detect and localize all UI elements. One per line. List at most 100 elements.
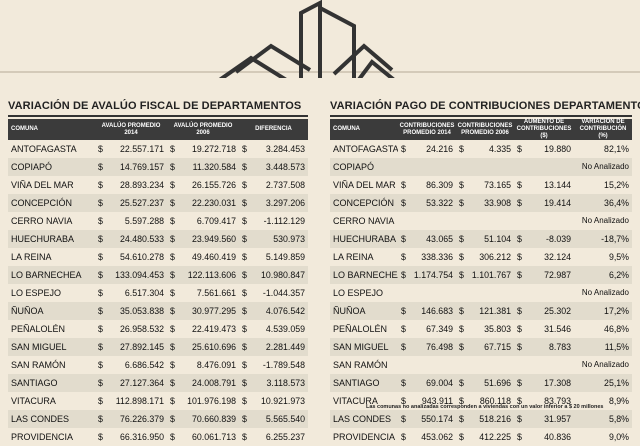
diferencia-cell: $3.118.573	[239, 374, 308, 392]
currency-sign: $	[170, 198, 175, 208]
comuna-cell: Lo Barnechea	[8, 266, 95, 284]
avaluo-2006-cell: $23.949.560	[167, 230, 239, 248]
comuna-cell: Concepción	[8, 194, 95, 212]
variacion-cell: 9,0%	[608, 432, 629, 442]
currency-sign: $	[242, 396, 247, 406]
table-row: San Ramón No Analizado	[330, 356, 632, 374]
avaluo-2014-cell: $66.316.950	[95, 428, 167, 446]
empty-cell	[398, 212, 456, 230]
contribuciones-2006-cell-value: 306.212	[479, 252, 511, 262]
avaluo-2006-cell-value: 26.155.726	[191, 180, 236, 190]
avaluo-2014-cell-value: 14.769.157	[119, 162, 164, 172]
avaluo-2006-cell: $70.660.839	[167, 410, 239, 428]
avaluo-table: COMUNA AVALÚO PROMEDIO 2014 AVALÚO PROME…	[8, 119, 308, 446]
avaluo-2014-cell: $14.769.157	[95, 158, 167, 176]
diferencia-cell-value: 2.737.508	[265, 180, 305, 190]
aumento-cell-value: 8.783	[548, 342, 571, 352]
comuna-cell: Huechuraba	[330, 230, 398, 248]
contribuciones-2014-cell-value: 338.336	[421, 252, 453, 262]
aumento-cell-value: -8.039	[546, 234, 571, 244]
aumento-cell-value: 13.144	[544, 180, 571, 190]
avaluo-2014-cell: $27.127.364	[95, 374, 167, 392]
header-contribuciones-2014: CONTRIBUCIONES PROMEDIO 2014	[398, 119, 456, 140]
contribuciones-2014-cell: $43.065	[398, 230, 456, 248]
diferencia-cell: $6.255.237	[239, 428, 308, 446]
empty-cell	[398, 284, 456, 302]
table-row: San Ramón $6.686.542 $8.476.091 $ -1.789.548	[8, 356, 308, 374]
diferencia-cell: $3.448.573	[239, 158, 308, 176]
currency-sign: $	[170, 324, 175, 334]
avaluo-2014-cell-value: 66.316.950	[119, 432, 164, 442]
avaluo-2014-cell: $25.527.237	[95, 194, 167, 212]
footnote: Las comunas no analizadas corresponden a…	[366, 404, 604, 410]
contribuciones-2014-cell-value: 453.062	[421, 432, 453, 442]
variacion-cell: 8,9%	[608, 396, 629, 406]
currency-sign: $	[401, 234, 406, 244]
currency-sign: $	[98, 198, 103, 208]
currency-sign: $	[517, 306, 522, 316]
currency-sign: $	[401, 144, 406, 154]
contribuciones-2014-cell: $69.004	[398, 374, 456, 392]
currency-sign: $	[401, 432, 406, 442]
currency-sign: $	[517, 396, 522, 406]
currency-sign: $	[98, 324, 103, 334]
contribuciones-2014-cell-value: 43.065	[426, 234, 453, 244]
comuna-cell: Copiapó	[330, 158, 398, 176]
currency-sign: $	[170, 252, 175, 262]
currency-sign: $	[459, 198, 464, 208]
currency-sign: $	[459, 324, 464, 334]
table-row: Concepción $53.322 $33.908 $19.414 36,4%	[330, 194, 632, 212]
right-table-title: VARIACIÓN PAGO DE CONTRIBUCIONES DEPARTA…	[330, 100, 640, 112]
currency-sign: $	[459, 432, 464, 442]
currency-sign: $	[459, 252, 464, 262]
no-analizado-cell: No Analizado	[581, 216, 629, 225]
empty-cell	[456, 158, 514, 176]
diferencia-cell: $5.565.540	[239, 410, 308, 428]
diferencia-cell: $2.281.449	[239, 338, 308, 356]
table-row: Providencia $66.316.950 $60.061.713 $6.255.…	[8, 428, 308, 446]
contribuciones-2006-cell-value: 412.225	[479, 432, 511, 442]
avaluo-2014-cell-value: 24.480.533	[119, 234, 164, 244]
header-diferencia: DIFERENCIA	[239, 119, 308, 140]
table-row: Providencia $453.062 $412.225 $40.836 9,0%	[330, 428, 632, 446]
comuna-cell: San Ramón	[11, 360, 66, 370]
avaluo-2014-cell-value: 6.517.304	[124, 288, 164, 298]
avaluo-2006-cell: $22.419.473	[167, 320, 239, 338]
currency-sign: $	[170, 234, 175, 244]
empty-cell	[398, 356, 456, 374]
contribuciones-2006-cell: $67.715	[456, 338, 514, 356]
table-row: Peñalolén $67.349 $35.803 $31.546 46,8%	[330, 320, 632, 338]
avaluo-2014-cell: $24.480.533	[95, 230, 167, 248]
avaluo-2006-cell-value: 7.561.661	[196, 288, 236, 298]
avaluo-2006-cell: $25.610.696	[167, 338, 239, 356]
empty-cell	[514, 212, 574, 230]
diferencia-cell-value: 3.297.206	[265, 198, 305, 208]
avaluo-2014-cell: $6.517.304	[95, 284, 167, 302]
comuna-cell: Copiapó	[8, 158, 95, 176]
aumento-cell: $13.144	[514, 176, 574, 194]
contribuciones-2006-cell: $121.381	[456, 302, 514, 320]
avaluo-header-row: COMUNA AVALÚO PROMEDIO 2014 AVALÚO PROME…	[8, 119, 308, 140]
variacion-cell: 15,2%	[604, 180, 629, 190]
avaluo-2014-cell-value: 6.686.542	[124, 360, 164, 370]
table-row: Cerro Navia $5.597.288 $6.709.417 $ -1.112.1…	[8, 212, 308, 230]
header-avaluo-2006: AVALÚO PROMEDIO 2006	[167, 119, 239, 140]
comuna-cell: San Miguel	[8, 338, 95, 356]
contribuciones-2014-cell: $1.174.754	[398, 266, 456, 284]
diferencia-cell: $5.149.859	[239, 248, 308, 266]
currency-sign: $	[98, 342, 103, 352]
avaluo-2006-cell-value: 49.460.419	[191, 252, 236, 262]
avaluo-2014-cell: $26.958.532	[95, 320, 167, 338]
aumento-cell-value: 72.987	[544, 270, 571, 280]
contribuciones-header-row: COMUNA CONTRIBUCIONES PROMEDIO 2014 CONT…	[330, 119, 632, 140]
avaluo-2014-cell: $27.892.145	[95, 338, 167, 356]
variacion-cell: 6,2%	[574, 266, 632, 284]
avaluo-2006-cell-value: 25.610.696	[191, 342, 236, 352]
diferencia-cell-value: 10.980.847	[260, 270, 305, 280]
currency-sign: $	[170, 432, 175, 442]
diferencia-cell: $3.284.453	[239, 140, 308, 158]
comuna-cell: Vitacura	[333, 396, 378, 406]
currency-sign: $	[242, 360, 247, 370]
currency-sign: $	[401, 342, 406, 352]
contribuciones-2014-cell: $24.216	[398, 140, 456, 158]
